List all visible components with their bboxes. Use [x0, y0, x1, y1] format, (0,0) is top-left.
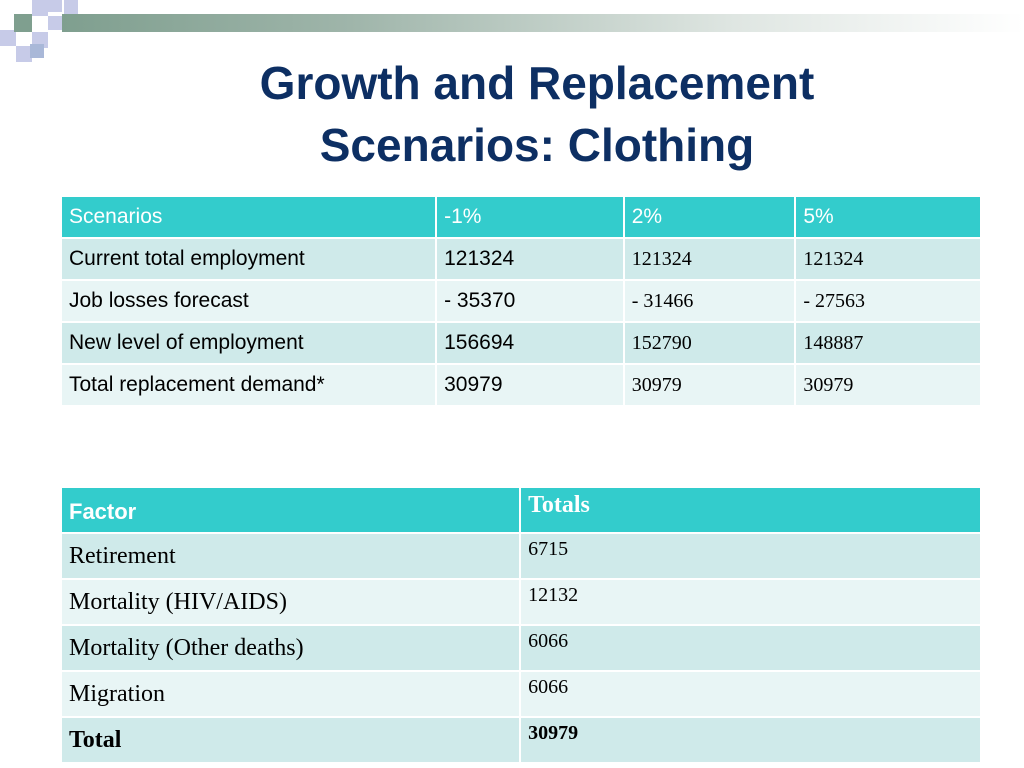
- table-row: Retirement 6715: [59, 532, 982, 580]
- decor-square: [0, 30, 16, 46]
- table-cell: - 31466: [622, 279, 797, 323]
- table-row: New level of employment 156694 152790 14…: [59, 321, 982, 365]
- slide-title: Growth and Replacement Scenarios: Clothi…: [150, 52, 924, 176]
- row-label: Retirement: [59, 532, 522, 580]
- column-header: Scenarios: [59, 195, 438, 239]
- decor-square: [48, 16, 62, 30]
- title-line-1: Growth and Replacement: [259, 57, 815, 109]
- table-row: Migration 6066: [59, 670, 982, 718]
- table-cell: 30979: [622, 363, 797, 407]
- decor-square: [64, 0, 78, 14]
- decor-square: [32, 0, 48, 16]
- table-cell: - 35370: [435, 279, 625, 323]
- column-header: 2%: [622, 195, 797, 239]
- table-header-row: Factor Totals: [59, 486, 982, 534]
- decor-square: [16, 46, 32, 62]
- row-label: Total replacement demand*: [59, 363, 438, 407]
- column-header: Factor: [59, 486, 522, 534]
- row-label: New level of employment: [59, 321, 438, 365]
- table-cell: 12132: [519, 578, 982, 626]
- header-gradient-bar: [62, 14, 1024, 32]
- table-cell: 6066: [519, 670, 982, 718]
- decor-square: [30, 44, 44, 58]
- table-cell: 121324: [794, 237, 982, 281]
- row-label: Current total employment: [59, 237, 438, 281]
- column-header: 5%: [794, 195, 982, 239]
- decor-square: [14, 14, 32, 32]
- scenarios-table: Scenarios -1% 2% 5% Current total employ…: [59, 195, 982, 407]
- row-label: Total: [59, 716, 522, 764]
- row-label: Job losses forecast: [59, 279, 438, 323]
- table-row: Job losses forecast - 35370 - 31466 - 27…: [59, 279, 982, 323]
- table-header-row: Scenarios -1% 2% 5%: [59, 195, 982, 239]
- table-cell: 6066: [519, 624, 982, 672]
- decor-square: [48, 0, 62, 12]
- column-header: -1%: [435, 195, 625, 239]
- table-cell: 152790: [622, 321, 797, 365]
- table-row: Mortality (Other deaths) 6066: [59, 624, 982, 672]
- row-label: Mortality (HIV/AIDS): [59, 578, 522, 626]
- table-cell: 121324: [622, 237, 797, 281]
- table-cell: 6715: [519, 532, 982, 580]
- table-cell: 30979: [794, 363, 982, 407]
- table-row: Current total employment 121324 121324 1…: [59, 237, 982, 281]
- row-label: Mortality (Other deaths): [59, 624, 522, 672]
- total-row: Total 30979: [59, 716, 982, 764]
- table-cell: 156694: [435, 321, 625, 365]
- row-label: Migration: [59, 670, 522, 718]
- title-line-2: Scenarios: Clothing: [319, 119, 755, 171]
- table-cell: - 27563: [794, 279, 982, 323]
- table-cell: 30979: [519, 716, 982, 764]
- table-cell: 148887: [794, 321, 982, 365]
- table-row: Mortality (HIV/AIDS) 12132: [59, 578, 982, 626]
- column-header: Totals: [519, 486, 982, 534]
- table-cell: 121324: [435, 237, 625, 281]
- factor-table: Factor Totals Retirement 6715 Mortality …: [59, 486, 982, 764]
- table-cell: 30979: [435, 363, 625, 407]
- table-row: Total replacement demand* 30979 30979 30…: [59, 363, 982, 407]
